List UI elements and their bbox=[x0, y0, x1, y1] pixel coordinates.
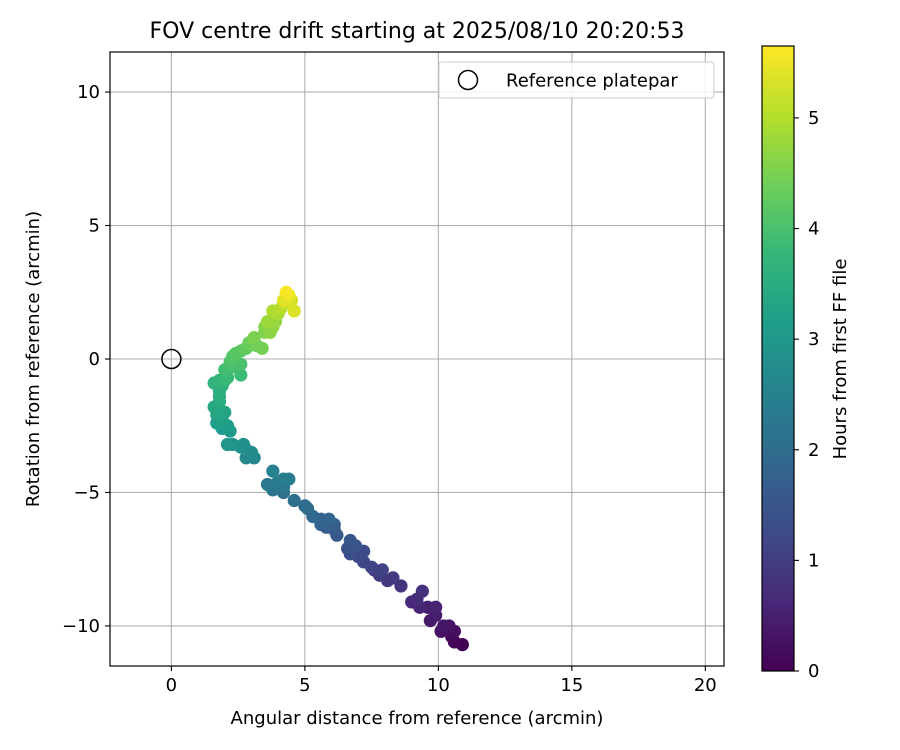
colorbar-tick-label: 1 bbox=[808, 550, 819, 571]
y-tick-label: −5 bbox=[73, 482, 100, 503]
colorbar-gradient bbox=[761, 45, 795, 672]
x-tick-label: 10 bbox=[427, 675, 450, 696]
y-axis-label: Rotation from reference (arcmin) bbox=[23, 211, 44, 507]
y-axis-ticks: −10 −5 0 5 10 bbox=[62, 82, 110, 637]
x-tick-label: 5 bbox=[299, 675, 310, 696]
legend-box bbox=[438, 61, 715, 99]
scatter-point bbox=[287, 304, 301, 318]
legend-open-circle-icon bbox=[457, 69, 479, 91]
scatter-point bbox=[247, 331, 261, 345]
colorbar: 0 1 2 3 4 5 Hours from first FF file bbox=[761, 45, 851, 682]
y-tick-label: −10 bbox=[62, 616, 100, 637]
scatter-point bbox=[375, 563, 389, 577]
scatter-point bbox=[322, 512, 336, 526]
scatter-point bbox=[415, 584, 429, 598]
scatter-point bbox=[266, 464, 280, 478]
reference-marker-group bbox=[161, 348, 182, 370]
scatter-point bbox=[255, 341, 269, 355]
y-tick-label: 5 bbox=[89, 216, 100, 237]
scatter-point bbox=[298, 499, 312, 513]
y-tick-label: 10 bbox=[77, 82, 100, 103]
chart-title: FOV centre drift starting at 2025/08/10 … bbox=[150, 19, 685, 44]
scatter-point bbox=[234, 357, 248, 371]
scatter-point bbox=[343, 533, 357, 548]
scatter-point bbox=[260, 477, 275, 492]
y-tick-label: 0 bbox=[89, 349, 100, 370]
x-tick-label: 0 bbox=[166, 675, 177, 696]
scatter-point bbox=[287, 493, 301, 508]
x-axis-label: Angular distance from reference (arcmin) bbox=[231, 708, 604, 729]
colorbar-tick-label: 5 bbox=[808, 108, 819, 129]
scatter-point bbox=[220, 437, 235, 452]
legend-entry-reference-platepar: Reference platepar bbox=[506, 71, 678, 92]
scatter-point bbox=[437, 619, 451, 633]
colorbar-tick-label: 2 bbox=[808, 440, 819, 461]
legend: Reference platepar bbox=[438, 61, 715, 99]
scatter-points bbox=[207, 285, 469, 652]
scatter-point bbox=[260, 315, 275, 329]
x-tick-label: 15 bbox=[560, 675, 583, 696]
plot-area: 0 5 10 15 20 −10 −5 0 5 10 bbox=[62, 51, 725, 696]
scatter-point bbox=[429, 600, 443, 614]
colorbar-tick-label: 4 bbox=[808, 219, 819, 240]
x-tick-label: 20 bbox=[694, 675, 717, 696]
x-axis-ticks: 0 5 10 15 20 bbox=[166, 666, 717, 696]
scatter-point bbox=[276, 472, 291, 486]
scatter-point bbox=[386, 571, 400, 585]
colorbar-label: Hours from first FF file bbox=[830, 259, 851, 460]
colorbar-tick-label: 3 bbox=[808, 329, 819, 350]
scatter-point bbox=[234, 368, 248, 382]
colorbar-ticks: 0 1 2 3 4 5 bbox=[794, 108, 819, 682]
scatter-point bbox=[279, 285, 293, 299]
scatter-point bbox=[394, 579, 408, 593]
scatter-point bbox=[236, 437, 251, 452]
reference-platepar-marker bbox=[161, 348, 182, 370]
colorbar-tick-label: 0 bbox=[808, 661, 819, 682]
